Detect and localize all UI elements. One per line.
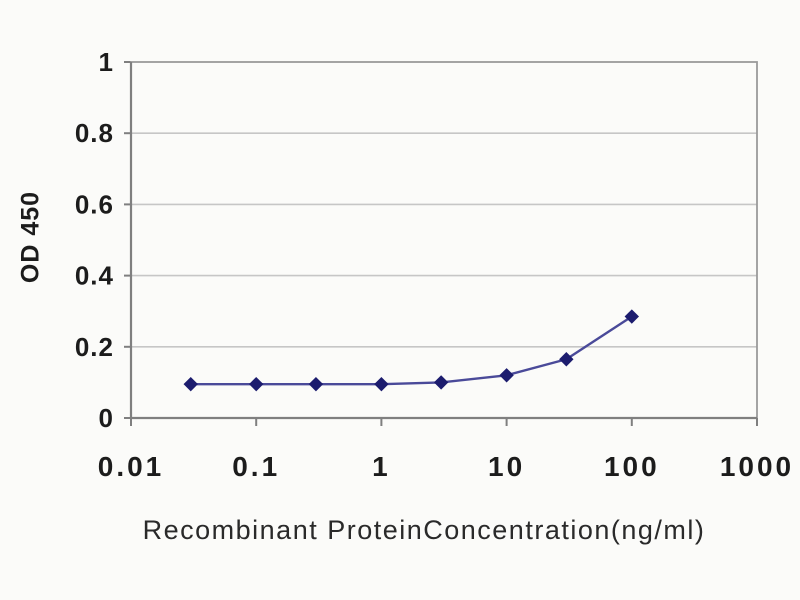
y-tick-label-0.4: 0.4 xyxy=(75,261,114,291)
data-point-OD450-5 xyxy=(499,368,514,383)
x-tick-label-1: 1 xyxy=(372,451,391,482)
data-point-OD450-4 xyxy=(433,375,449,390)
plot-border xyxy=(130,61,758,419)
data-point-OD450-0 xyxy=(183,376,198,392)
y-tick-label-0.2: 0.2 xyxy=(75,332,114,362)
y-tick-label-0: 0 xyxy=(99,403,114,433)
x-tick-label-0.01: 0.01 xyxy=(98,451,165,482)
x-tick-label-1000: 1000 xyxy=(720,451,794,482)
data-point-OD450-3 xyxy=(374,376,389,392)
y-tick-label-0.6: 0.6 xyxy=(75,189,114,219)
y-axis-title: OD 450 xyxy=(16,190,45,284)
data-point-OD450-6 xyxy=(559,352,574,367)
x-tick-label-10: 10 xyxy=(488,451,525,482)
data-point-OD450-1 xyxy=(249,376,264,392)
data-point-OD450-7 xyxy=(624,309,639,324)
y-tick-label-0.8: 0.8 xyxy=(75,118,114,148)
x-tick-label-100: 100 xyxy=(604,451,660,482)
y-tick-label-1: 1 xyxy=(99,47,114,77)
x-axis-title: Recombinant ProteinConcentration(ng/ml) xyxy=(142,515,706,545)
data-point-OD450-2 xyxy=(308,376,324,392)
data-line-OD450 xyxy=(190,315,633,386)
x-tick-label-0.1: 0.1 xyxy=(232,451,280,482)
